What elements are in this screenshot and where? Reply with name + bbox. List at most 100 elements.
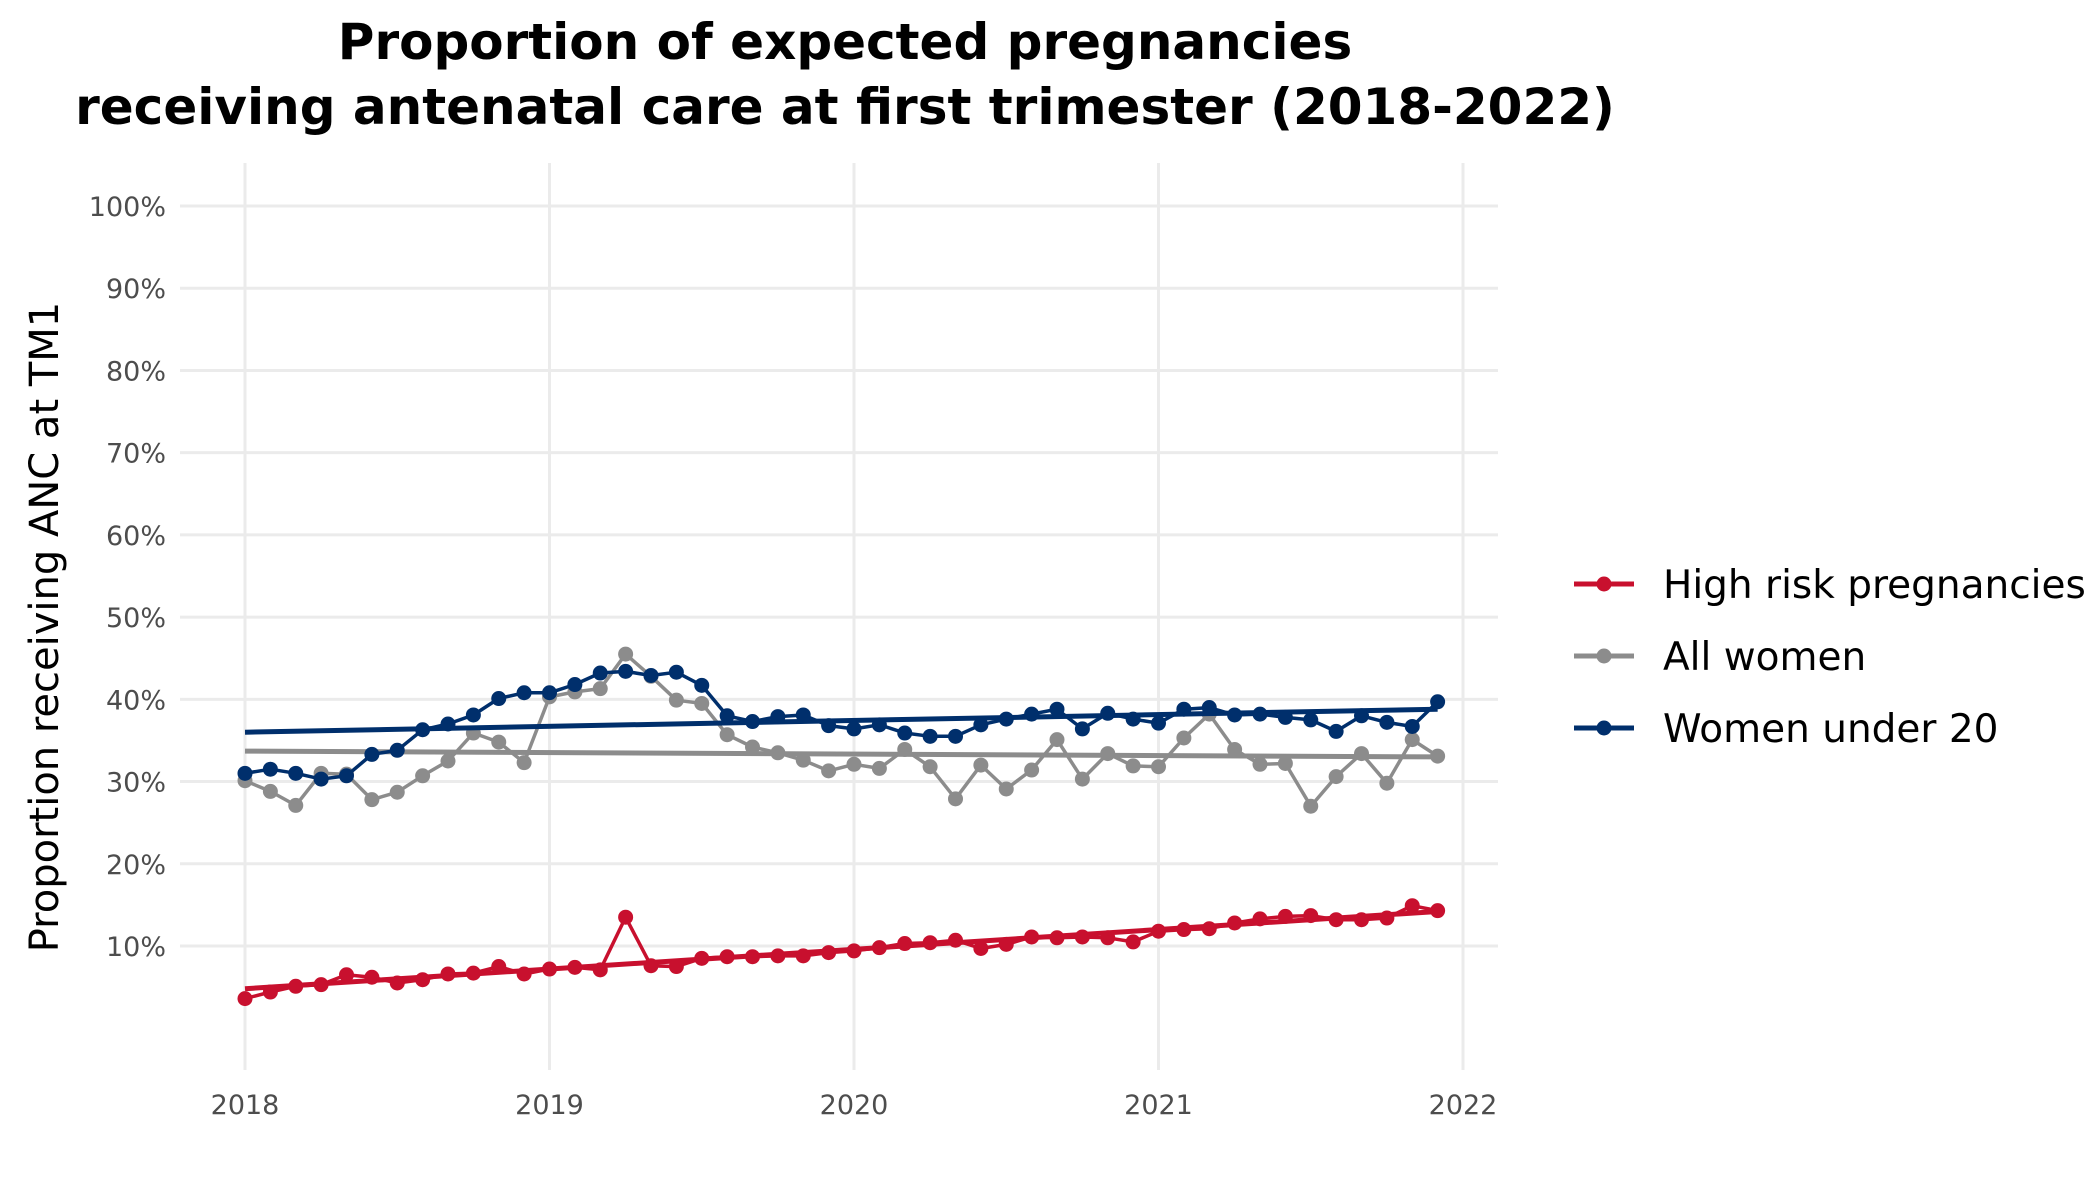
data-point	[262, 783, 278, 799]
data-point	[1201, 700, 1217, 716]
data-point	[491, 959, 507, 975]
data-point	[389, 975, 405, 991]
data-point	[618, 909, 634, 925]
data-point	[288, 978, 304, 994]
data-point	[1125, 711, 1141, 727]
data-point	[542, 685, 557, 701]
data-point	[592, 681, 608, 697]
y-tick-label: 70%	[106, 439, 166, 470]
data-point	[542, 961, 557, 977]
data-point	[440, 753, 456, 769]
data-point	[1252, 756, 1268, 772]
data-point	[1379, 775, 1395, 791]
data-point	[745, 949, 760, 965]
data-point	[795, 752, 811, 768]
series-3	[237, 663, 1446, 787]
data-point	[339, 768, 354, 784]
data-point	[389, 742, 405, 758]
x-tick-label: 2018	[211, 1090, 280, 1121]
data-point	[846, 721, 862, 737]
data-point	[1125, 758, 1141, 774]
data-point	[1024, 762, 1040, 778]
data-point	[1430, 748, 1446, 764]
data-point	[821, 718, 837, 734]
data-point	[973, 940, 989, 956]
data-point	[1227, 707, 1243, 723]
data-point	[618, 663, 634, 679]
data-point	[1074, 721, 1090, 737]
data-point	[618, 646, 634, 662]
data-point	[1201, 921, 1217, 937]
data-point	[795, 948, 811, 964]
data-point	[1100, 930, 1116, 946]
data-point	[1176, 922, 1192, 938]
data-point	[1100, 746, 1116, 762]
data-point	[1328, 912, 1344, 928]
y-tick-label: 90%	[106, 274, 166, 305]
data-point	[1404, 898, 1420, 914]
data-point	[643, 667, 659, 683]
data-point	[897, 936, 913, 952]
legend-marker	[1596, 648, 1612, 664]
data-point	[262, 984, 278, 1000]
data-point	[973, 757, 989, 773]
gridlines	[180, 163, 1498, 1070]
data-point	[491, 691, 507, 707]
data-point	[770, 745, 786, 761]
chart-title-line1: Proportion of expected pregnancies	[338, 13, 1352, 71]
data-point	[719, 727, 735, 743]
data-point	[871, 940, 887, 956]
data-point	[973, 717, 989, 733]
data-point	[948, 791, 963, 807]
chart-title-line2: receiving antenatal care at first trimes…	[75, 78, 1615, 136]
data-point	[795, 707, 811, 723]
data-point	[745, 739, 760, 755]
y-axis-ticks: 10% 20% 30% 40% 50% 60% 70% 80% 90% 100%	[89, 192, 166, 963]
data-point	[1354, 746, 1369, 762]
data-point	[1404, 732, 1420, 748]
data-point	[1252, 706, 1268, 722]
y-tick-label: 80%	[106, 356, 166, 387]
data-point	[1354, 708, 1369, 724]
data-point	[694, 695, 710, 711]
data-point	[1227, 915, 1243, 931]
data-point	[592, 962, 608, 978]
data-point	[364, 792, 380, 808]
data-point	[288, 765, 304, 781]
data-point	[1328, 769, 1344, 785]
data-point	[1430, 903, 1446, 919]
y-tick-label: 100%	[89, 192, 166, 223]
legend-label: All women	[1663, 635, 1866, 680]
data-point	[1151, 759, 1166, 775]
data-point	[1277, 908, 1293, 924]
data-point	[491, 734, 507, 750]
x-tick-label: 2022	[1429, 1090, 1498, 1121]
x-tick-label: 2021	[1124, 1090, 1193, 1121]
y-tick-label: 10%	[106, 932, 166, 963]
legend-item: Women under 20	[1574, 707, 1998, 752]
data-point	[998, 711, 1014, 727]
data-point	[1024, 706, 1040, 722]
data-point	[668, 692, 684, 708]
data-point	[770, 709, 786, 725]
data-point	[262, 761, 278, 777]
data-point	[288, 797, 304, 813]
data-point	[668, 664, 684, 680]
data-point	[364, 969, 380, 985]
data-point	[516, 755, 532, 771]
data-point	[1049, 701, 1065, 717]
data-point	[415, 722, 431, 738]
data-point	[1277, 709, 1293, 725]
data-point	[1303, 798, 1319, 814]
data-point	[1125, 934, 1141, 950]
data-point	[364, 746, 380, 762]
data-point	[871, 760, 887, 776]
data-point	[339, 967, 354, 983]
data-point	[1252, 911, 1268, 927]
data-point	[1404, 718, 1420, 734]
x-axis-ticks: 2018 2019 2020 2021 2022	[211, 1090, 1498, 1121]
data-point	[516, 685, 532, 701]
data-point	[516, 966, 532, 982]
legend-label: High risk pregnancies	[1663, 563, 2086, 608]
data-point	[1430, 694, 1446, 710]
